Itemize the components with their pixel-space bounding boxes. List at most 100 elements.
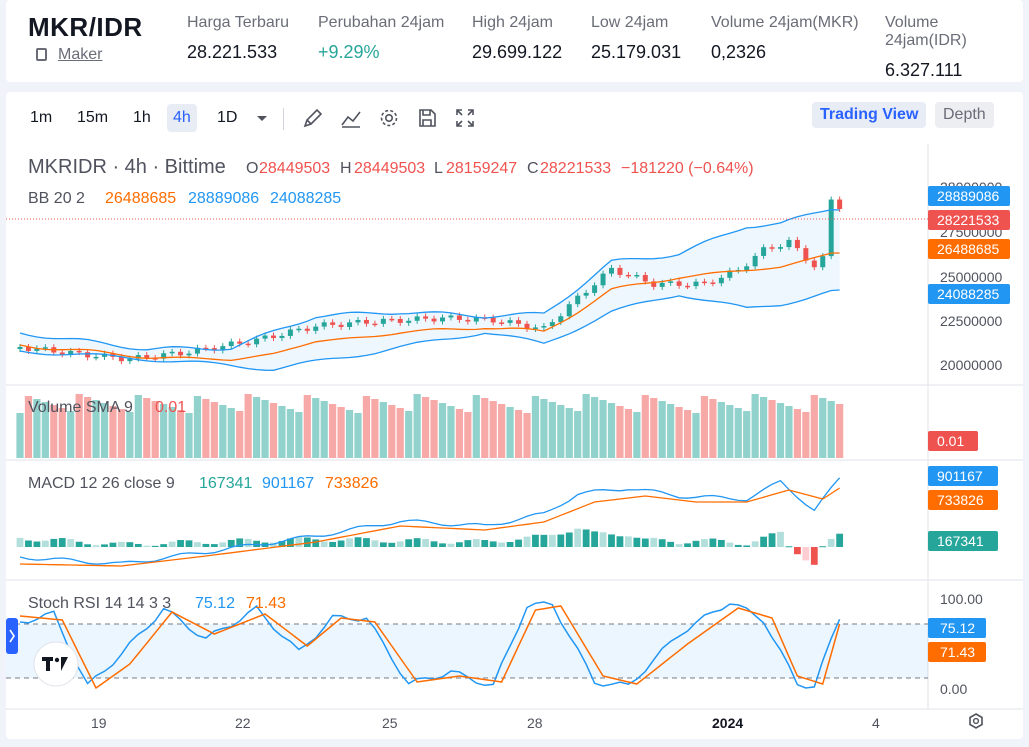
candle-body bbox=[575, 295, 581, 305]
candle-body bbox=[34, 348, 40, 351]
settings-icon[interactable] bbox=[377, 106, 401, 130]
volume-bar bbox=[33, 399, 41, 458]
stat-value: 0,2326 bbox=[711, 42, 767, 62]
macd-hist-bar bbox=[785, 546, 793, 548]
volume-bar bbox=[810, 395, 818, 458]
ohlc-low: 28159247 bbox=[446, 160, 517, 177]
stat-value: 28.221.533 bbox=[187, 42, 278, 62]
candle-body bbox=[803, 248, 809, 261]
macd-hist-bar bbox=[684, 543, 691, 547]
candle-body bbox=[68, 350, 74, 355]
maker-link[interactable]: Maker bbox=[36, 46, 102, 64]
candle-body bbox=[532, 327, 538, 329]
macd-hist-bar bbox=[405, 539, 413, 547]
price-chart[interactable]: MKRIDR · 4h · Bittime O 28449503 H 28449… bbox=[6, 144, 1023, 739]
stat-label: Perubahan 24jam bbox=[318, 14, 445, 31]
volume-bar bbox=[50, 405, 58, 458]
candle-body bbox=[465, 319, 471, 322]
volume-bar bbox=[557, 405, 565, 458]
fullscreen-icon[interactable] bbox=[453, 106, 477, 130]
macd-hist-bar bbox=[134, 543, 142, 547]
candle-body bbox=[507, 320, 513, 323]
timeframe-4h[interactable]: 4h bbox=[167, 104, 197, 132]
volume-bar bbox=[709, 399, 717, 458]
volume-bar bbox=[134, 395, 142, 458]
timeframe-1m[interactable]: 1m bbox=[30, 109, 53, 126]
candle-body bbox=[144, 355, 150, 359]
candle-body bbox=[744, 266, 750, 270]
price-tick: 20000000 bbox=[940, 357, 1003, 373]
volume-bar bbox=[472, 395, 480, 458]
chevron-down-icon[interactable] bbox=[250, 106, 274, 130]
macd-hist-bar bbox=[388, 542, 396, 547]
timeframe-1h[interactable]: 1h bbox=[133, 109, 151, 126]
trading-view-tab[interactable]: Trading View bbox=[812, 102, 927, 128]
macd-hist-bar bbox=[650, 537, 658, 547]
macd-hist-bar bbox=[794, 547, 801, 555]
indicators-icon[interactable] bbox=[339, 106, 363, 130]
volume-bar bbox=[540, 399, 548, 458]
macd-hist-bar bbox=[312, 539, 320, 547]
volume-bar bbox=[658, 401, 666, 458]
candle-body bbox=[178, 351, 184, 356]
sidebar-collapse-handle[interactable] bbox=[6, 618, 18, 654]
macd-hist-bar bbox=[498, 542, 506, 547]
rsi-d-value: 71.43 bbox=[246, 595, 286, 612]
macd-hist-bar bbox=[489, 541, 497, 547]
macd-hist-bar bbox=[143, 545, 151, 547]
candle-body bbox=[676, 281, 682, 286]
candle-body bbox=[414, 316, 420, 321]
volume-legend: Volume SMA 9 0.01 bbox=[28, 399, 186, 416]
candle-body bbox=[330, 322, 336, 325]
volume-bar bbox=[67, 411, 75, 458]
candle-body bbox=[583, 292, 589, 296]
timeframe-15m[interactable]: 15m bbox=[77, 109, 109, 126]
volume-bar bbox=[176, 410, 185, 458]
candle-body bbox=[668, 281, 674, 283]
candle-body bbox=[516, 320, 522, 324]
candle-body bbox=[592, 285, 598, 293]
stat-change: Perubahan 24jam +9.29% bbox=[318, 14, 444, 63]
volume-bar bbox=[117, 409, 125, 458]
macd-hist-bar bbox=[371, 540, 379, 547]
volume-bar bbox=[312, 398, 320, 458]
symbol-line: MKRIDR · 4h · Bittime bbox=[28, 156, 226, 178]
ohlc-o-label: O bbox=[246, 160, 258, 177]
volume-bar bbox=[700, 396, 709, 458]
candle-body bbox=[549, 322, 555, 327]
draw-icon[interactable] bbox=[301, 106, 325, 130]
volume-bar bbox=[236, 411, 244, 458]
tradingview-logo[interactable] bbox=[33, 641, 79, 687]
chart-settings-icon[interactable] bbox=[969, 713, 983, 729]
candle-body bbox=[59, 352, 65, 355]
volume-bar bbox=[92, 400, 100, 458]
volume-bar bbox=[75, 394, 83, 458]
ohlc-h-label: H bbox=[340, 160, 352, 177]
volume-bar bbox=[345, 410, 354, 458]
macd-hist-bar bbox=[692, 540, 700, 547]
macd-hist-bar bbox=[591, 531, 598, 547]
macd-hist-bar bbox=[16, 537, 24, 547]
macd-hist-bar bbox=[219, 542, 227, 547]
volume-bar bbox=[430, 400, 438, 458]
macd-hist-bar bbox=[185, 540, 193, 547]
macd-hist-bar bbox=[278, 540, 286, 547]
macd-hist-bar bbox=[303, 537, 311, 547]
bb-basis-line bbox=[19, 252, 840, 362]
macd-signal-badge-text: 733826 bbox=[937, 492, 984, 508]
candle-body bbox=[685, 285, 691, 288]
volume-bar bbox=[41, 402, 49, 458]
volume-bar bbox=[523, 413, 531, 458]
volume-bars bbox=[16, 394, 844, 458]
depth-tab[interactable]: Depth bbox=[935, 102, 994, 128]
macd-hist-bar bbox=[701, 539, 708, 547]
timeframe-1d[interactable]: 1D bbox=[217, 109, 238, 126]
candle-body bbox=[778, 247, 783, 249]
candle-body bbox=[634, 275, 640, 277]
volume-bar bbox=[278, 406, 286, 458]
ohlc-l-label: L bbox=[434, 160, 443, 177]
macd-hist-bar bbox=[346, 538, 353, 547]
volume-bar bbox=[785, 406, 793, 458]
save-icon[interactable] bbox=[415, 106, 439, 130]
macd-hist-bar bbox=[625, 536, 632, 547]
